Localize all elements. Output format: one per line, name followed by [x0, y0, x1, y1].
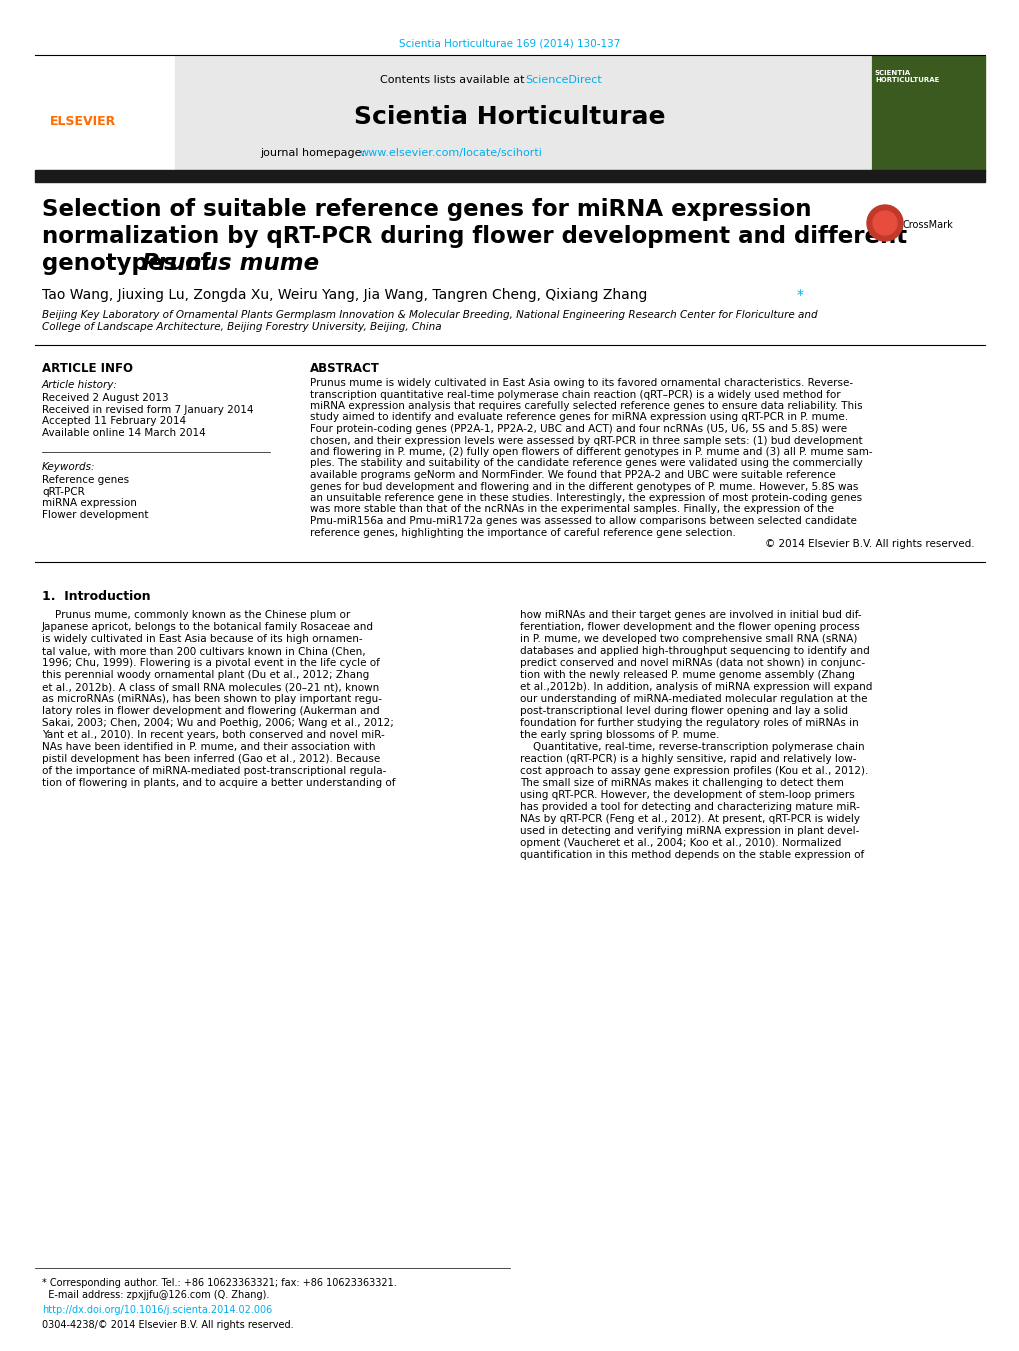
Text: Keywords:: Keywords: — [42, 462, 96, 471]
Text: predict conserved and novel miRNAs (data not shown) in conjunc-: predict conserved and novel miRNAs (data… — [520, 658, 864, 667]
Text: Prunus mume: Prunus mume — [142, 253, 319, 276]
Text: 0304-4238/© 2014 Elsevier B.V. All rights reserved.: 0304-4238/© 2014 Elsevier B.V. All right… — [42, 1320, 293, 1329]
Text: is widely cultivated in East Asia because of its high ornamen-: is widely cultivated in East Asia becaus… — [42, 634, 363, 644]
Text: and flowering in P. mume, (2) fully open flowers of different genotypes in P. mu: and flowering in P. mume, (2) fully open… — [310, 447, 872, 457]
Text: was more stable than that of the ncRNAs in the experimental samples. Finally, th: was more stable than that of the ncRNAs … — [310, 504, 834, 515]
Text: CrossMark: CrossMark — [902, 220, 953, 230]
Text: Scientia Horticulturae 169 (2014) 130-137: Scientia Horticulturae 169 (2014) 130-13… — [398, 38, 621, 49]
Text: journal homepage:: journal homepage: — [260, 149, 368, 158]
Text: an unsuitable reference gene in these studies. Interestingly, the expression of : an unsuitable reference gene in these st… — [310, 493, 861, 503]
Text: NAs have been identified in P. mume, and their association with: NAs have been identified in P. mume, and… — [42, 742, 375, 753]
Text: ELSEVIER: ELSEVIER — [50, 115, 116, 128]
Text: ples. The stability and suitability of the candidate reference genes were valida: ples. The stability and suitability of t… — [310, 458, 862, 469]
Text: genotypes of: genotypes of — [42, 253, 218, 276]
Text: available programs geNorm and NormFinder. We found that PP2A-2 and UBC were suit: available programs geNorm and NormFinder… — [310, 470, 835, 480]
Text: chosen, and their expression levels were assessed by qRT-PCR in three sample set: chosen, and their expression levels were… — [310, 435, 862, 446]
Text: this perennial woody ornamental plant (Du et al., 2012; Zhang: this perennial woody ornamental plant (D… — [42, 670, 369, 680]
Text: Four protein-coding genes (PP2A-1, PP2A-2, UBC and ACT) and four ncRNAs (U5, U6,: Four protein-coding genes (PP2A-1, PP2A-… — [310, 424, 847, 434]
Text: the early spring blossoms of P. mume.: the early spring blossoms of P. mume. — [520, 730, 718, 740]
Bar — [871, 55, 984, 172]
Text: quantification in this method depends on the stable expression of: quantification in this method depends on… — [520, 850, 863, 861]
Text: 1.  Introduction: 1. Introduction — [42, 590, 151, 603]
Text: as microRNAs (miRNAs), has been shown to play important regu-: as microRNAs (miRNAs), has been shown to… — [42, 694, 382, 704]
Text: et al.,2012b). In addition, analysis of miRNA expression will expand: et al.,2012b). In addition, analysis of … — [520, 682, 871, 692]
Text: study aimed to identify and evaluate reference genes for miRNA expression using : study aimed to identify and evaluate ref… — [310, 412, 847, 423]
Text: Prunus mume is widely cultivated in East Asia owing to its favored ornamental ch: Prunus mume is widely cultivated in East… — [310, 378, 852, 388]
Text: Quantitative, real-time, reverse-transcription polymerase chain: Quantitative, real-time, reverse-transcr… — [520, 742, 864, 753]
Text: SCIENTIA
HORTICULTURAE: SCIENTIA HORTICULTURAE — [874, 70, 938, 82]
Text: Beijing Key Laboratory of Ornamental Plants Germplasm Innovation & Molecular Bre: Beijing Key Laboratory of Ornamental Pla… — [42, 309, 817, 331]
Text: miRNA expression analysis that requires carefully selected reference genes to en: miRNA expression analysis that requires … — [310, 401, 862, 411]
Text: used in detecting and verifying miRNA expression in plant devel-: used in detecting and verifying miRNA ex… — [520, 825, 859, 836]
Text: in P. mume, we developed two comprehensive small RNA (sRNA): in P. mume, we developed two comprehensi… — [520, 634, 857, 644]
Text: cost approach to assay gene expression profiles (Kou et al., 2012).: cost approach to assay gene expression p… — [520, 766, 867, 775]
Text: transcription quantitative real-time polymerase chain reaction (qRT–PCR) is a wi: transcription quantitative real-time pol… — [310, 389, 840, 400]
Text: Tao Wang, Jiuxing Lu, Zongda Xu, Weiru Yang, Jia Wang, Tangren Cheng, Qixiang Zh: Tao Wang, Jiuxing Lu, Zongda Xu, Weiru Y… — [42, 288, 647, 303]
Text: has provided a tool for detecting and characterizing mature miR-: has provided a tool for detecting and ch… — [520, 802, 859, 812]
Text: our understanding of miRNA-mediated molecular regulation at the: our understanding of miRNA-mediated mole… — [520, 694, 866, 704]
Text: et al., 2012b). A class of small RNA molecules (20–21 nt), known: et al., 2012b). A class of small RNA mol… — [42, 682, 379, 692]
Text: tal value, with more than 200 cultivars known in China (Chen,: tal value, with more than 200 cultivars … — [42, 646, 365, 657]
Text: www.elsevier.com/locate/scihorti: www.elsevier.com/locate/scihorti — [360, 149, 542, 158]
Text: ferentiation, flower development and the flower opening process: ferentiation, flower development and the… — [520, 621, 859, 632]
Text: opment (Vaucheret et al., 2004; Koo et al., 2010). Normalized: opment (Vaucheret et al., 2004; Koo et a… — [520, 838, 841, 848]
Text: Reference genes
qRT-PCR
miRNA expression
Flower development: Reference genes qRT-PCR miRNA expression… — [42, 476, 149, 520]
Text: © 2014 Elsevier B.V. All rights reserved.: © 2014 Elsevier B.V. All rights reserved… — [764, 539, 974, 549]
Text: Japanese apricot, belongs to the botanical family Rosaceae and: Japanese apricot, belongs to the botanic… — [42, 621, 374, 632]
Text: latory roles in flower development and flowering (Aukerman and: latory roles in flower development and f… — [42, 707, 379, 716]
Text: Article history:: Article history: — [42, 380, 118, 390]
Text: databases and applied high-throughput sequencing to identify and: databases and applied high-throughput se… — [520, 646, 869, 657]
Text: normalization by qRT-PCR during flower development and different: normalization by qRT-PCR during flower d… — [42, 226, 906, 249]
Text: post-transcriptional level during flower opening and lay a solid: post-transcriptional level during flower… — [520, 707, 847, 716]
Text: Yant et al., 2010). In recent years, both conserved and novel miR-: Yant et al., 2010). In recent years, bot… — [42, 730, 384, 740]
Text: of the importance of miRNA-mediated post-transcriptional regula-: of the importance of miRNA-mediated post… — [42, 766, 386, 775]
Text: *: * — [796, 288, 803, 303]
Text: Contents lists available at: Contents lists available at — [380, 76, 528, 85]
Text: reaction (qRT-PCR) is a highly sensitive, rapid and relatively low-: reaction (qRT-PCR) is a highly sensitive… — [520, 754, 856, 765]
Text: 1996; Chu, 1999). Flowering is a pivotal event in the life cycle of: 1996; Chu, 1999). Flowering is a pivotal… — [42, 658, 379, 667]
Text: Sakai, 2003; Chen, 2004; Wu and Poethig, 2006; Wang et al., 2012;: Sakai, 2003; Chen, 2004; Wu and Poethig,… — [42, 717, 393, 728]
Text: ARTICLE INFO: ARTICLE INFO — [42, 362, 132, 376]
Text: http://dx.doi.org/10.1016/j.scienta.2014.02.006: http://dx.doi.org/10.1016/j.scienta.2014… — [42, 1305, 272, 1315]
Text: genes for bud development and flowering and in the different genotypes of P. mum: genes for bud development and flowering … — [310, 481, 858, 492]
Text: Selection of suitable reference genes for miRNA expression: Selection of suitable reference genes fo… — [42, 199, 811, 222]
Text: Scientia Horticulturae: Scientia Horticulturae — [354, 105, 665, 128]
Text: Received 2 August 2013
Received in revised form 7 January 2014
Accepted 11 Febru: Received 2 August 2013 Received in revis… — [42, 393, 254, 438]
Text: The small size of miRNAs makes it challenging to detect them: The small size of miRNAs makes it challe… — [520, 778, 843, 788]
Circle shape — [872, 211, 896, 235]
Text: using qRT-PCR. However, the development of stem-loop primers: using qRT-PCR. However, the development … — [520, 790, 854, 800]
Circle shape — [866, 205, 902, 240]
Text: tion of flowering in plants, and to acquire a better understanding of: tion of flowering in plants, and to acqu… — [42, 778, 395, 788]
Text: NAs by qRT-PCR (Feng et al., 2012). At present, qRT-PCR is widely: NAs by qRT-PCR (Feng et al., 2012). At p… — [520, 815, 859, 824]
Bar — [175, 55, 869, 172]
Text: ScienceDirect: ScienceDirect — [525, 76, 601, 85]
Text: tion with the newly released P. mume genome assembly (Zhang: tion with the newly released P. mume gen… — [520, 670, 854, 680]
Text: * Corresponding author. Tel.: +86 10623363321; fax: +86 10623363321.
  E-mail ad: * Corresponding author. Tel.: +86 106233… — [42, 1278, 396, 1300]
Text: pistil development has been inferred (Gao et al., 2012). Because: pistil development has been inferred (Ga… — [42, 754, 380, 765]
Text: ABSTRACT: ABSTRACT — [310, 362, 379, 376]
Text: reference genes, highlighting the importance of careful reference gene selection: reference genes, highlighting the import… — [310, 527, 735, 538]
Text: Prunus mume, commonly known as the Chinese plum or: Prunus mume, commonly known as the Chine… — [42, 611, 350, 620]
Text: foundation for further studying the regulatory roles of miRNAs in: foundation for further studying the regu… — [520, 717, 858, 728]
Bar — [35, 55, 172, 172]
Text: how miRNAs and their target genes are involved in initial bud dif-: how miRNAs and their target genes are in… — [520, 611, 861, 620]
Text: Pmu-miR156a and Pmu-miR172a genes was assessed to allow comparisons between sele: Pmu-miR156a and Pmu-miR172a genes was as… — [310, 516, 856, 526]
Bar — [35, 170, 984, 182]
